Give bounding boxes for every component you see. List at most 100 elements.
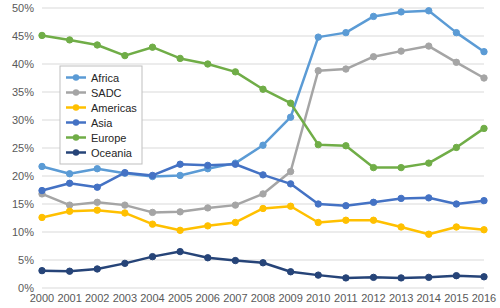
x-tick-label: 2005 (168, 292, 192, 304)
series-marker (39, 214, 45, 220)
y-tick-label: 50% (12, 2, 34, 14)
x-tick-label: 2014 (417, 292, 441, 304)
series-marker (177, 55, 183, 61)
series-marker (232, 202, 238, 208)
series-marker (94, 207, 100, 213)
legend-marker (73, 134, 79, 140)
series-marker (66, 171, 72, 177)
legend-label: Oceania (91, 147, 133, 159)
series-marker (94, 199, 100, 205)
series-marker (315, 219, 321, 225)
x-tick-label: 2016 (472, 292, 496, 304)
series-marker (481, 274, 487, 280)
series-marker (370, 164, 376, 170)
series-marker (370, 217, 376, 223)
series-marker (315, 141, 321, 147)
series-marker (481, 197, 487, 203)
series-marker (177, 161, 183, 167)
series-line (42, 252, 484, 278)
series-line (42, 164, 484, 205)
series-marker (205, 205, 211, 211)
x-tick-label: 2007 (223, 292, 247, 304)
series-marker (149, 172, 155, 178)
series-marker (453, 272, 459, 278)
series-marker (122, 202, 128, 208)
series-marker (260, 205, 266, 211)
series-marker (370, 199, 376, 205)
series-marker (398, 224, 404, 230)
series-marker (481, 48, 487, 54)
series-marker (39, 267, 45, 273)
grid-line (42, 64, 484, 65)
legend-box (60, 66, 142, 164)
x-tick-label: 2003 (113, 292, 137, 304)
chart: 0%5%10%15%20%25%30%35%40%45%50%200020012… (0, 0, 500, 308)
series-marker (453, 29, 459, 35)
series-marker (260, 172, 266, 178)
x-tick-label: 2015 (444, 292, 468, 304)
series-marker (315, 201, 321, 207)
series-marker (343, 143, 349, 149)
series-marker (205, 61, 211, 67)
y-tick-label: 30% (12, 114, 34, 126)
x-tick-label: 2011 (334, 292, 358, 304)
series-marker (287, 100, 293, 106)
series-marker (122, 170, 128, 176)
series-marker (177, 172, 183, 178)
x-tick-label: 2001 (57, 292, 81, 304)
series-marker (122, 169, 128, 175)
series-marker (343, 275, 349, 281)
legend-marker (73, 119, 79, 125)
series-marker (149, 209, 155, 215)
x-tick-label: 2008 (251, 292, 275, 304)
y-tick-label: 25% (12, 142, 34, 154)
x-tick-label: 2010 (306, 292, 330, 304)
y-tick-label: 10% (12, 226, 34, 238)
series-marker (453, 201, 459, 207)
y-tick-label: 35% (12, 86, 34, 98)
series-marker (260, 191, 266, 197)
series-marker (149, 253, 155, 259)
series-marker (398, 9, 404, 15)
series-line (42, 11, 484, 177)
series-marker (343, 29, 349, 35)
series-marker (287, 114, 293, 120)
series-marker (66, 37, 72, 43)
y-tick-label: 45% (12, 30, 34, 42)
series-marker (426, 160, 432, 166)
x-tick-label: 2013 (389, 292, 413, 304)
series-line (42, 46, 484, 212)
y-tick-label: 40% (12, 58, 34, 70)
series-marker (232, 161, 238, 167)
series-marker (94, 266, 100, 272)
series-marker (287, 181, 293, 187)
series-marker (66, 180, 72, 186)
series-marker (370, 13, 376, 19)
legend-label: Europe (91, 132, 126, 144)
y-tick-label: 5% (18, 254, 34, 266)
series-marker (315, 272, 321, 278)
grid-line (42, 288, 484, 289)
series-marker (343, 202, 349, 208)
series-marker (426, 195, 432, 201)
series-marker (287, 168, 293, 174)
legend: AfricaSADCAmericasAsiaEuropeOceania (60, 66, 142, 164)
series-marker (122, 52, 128, 58)
x-tick-label: 2006 (196, 292, 220, 304)
series-marker (260, 86, 266, 92)
series-marker (66, 208, 72, 214)
series-marker (398, 195, 404, 201)
series-marker (370, 54, 376, 60)
series-marker (453, 144, 459, 150)
series-marker (426, 8, 432, 14)
x-tick-label: 2009 (278, 292, 302, 304)
series-marker (426, 231, 432, 237)
series-marker (39, 187, 45, 193)
series-marker (66, 202, 72, 208)
series-marker (39, 163, 45, 169)
grid-line (42, 36, 484, 37)
series-marker (66, 268, 72, 274)
series-marker (260, 260, 266, 266)
series-marker (94, 184, 100, 190)
series-marker (453, 224, 459, 230)
